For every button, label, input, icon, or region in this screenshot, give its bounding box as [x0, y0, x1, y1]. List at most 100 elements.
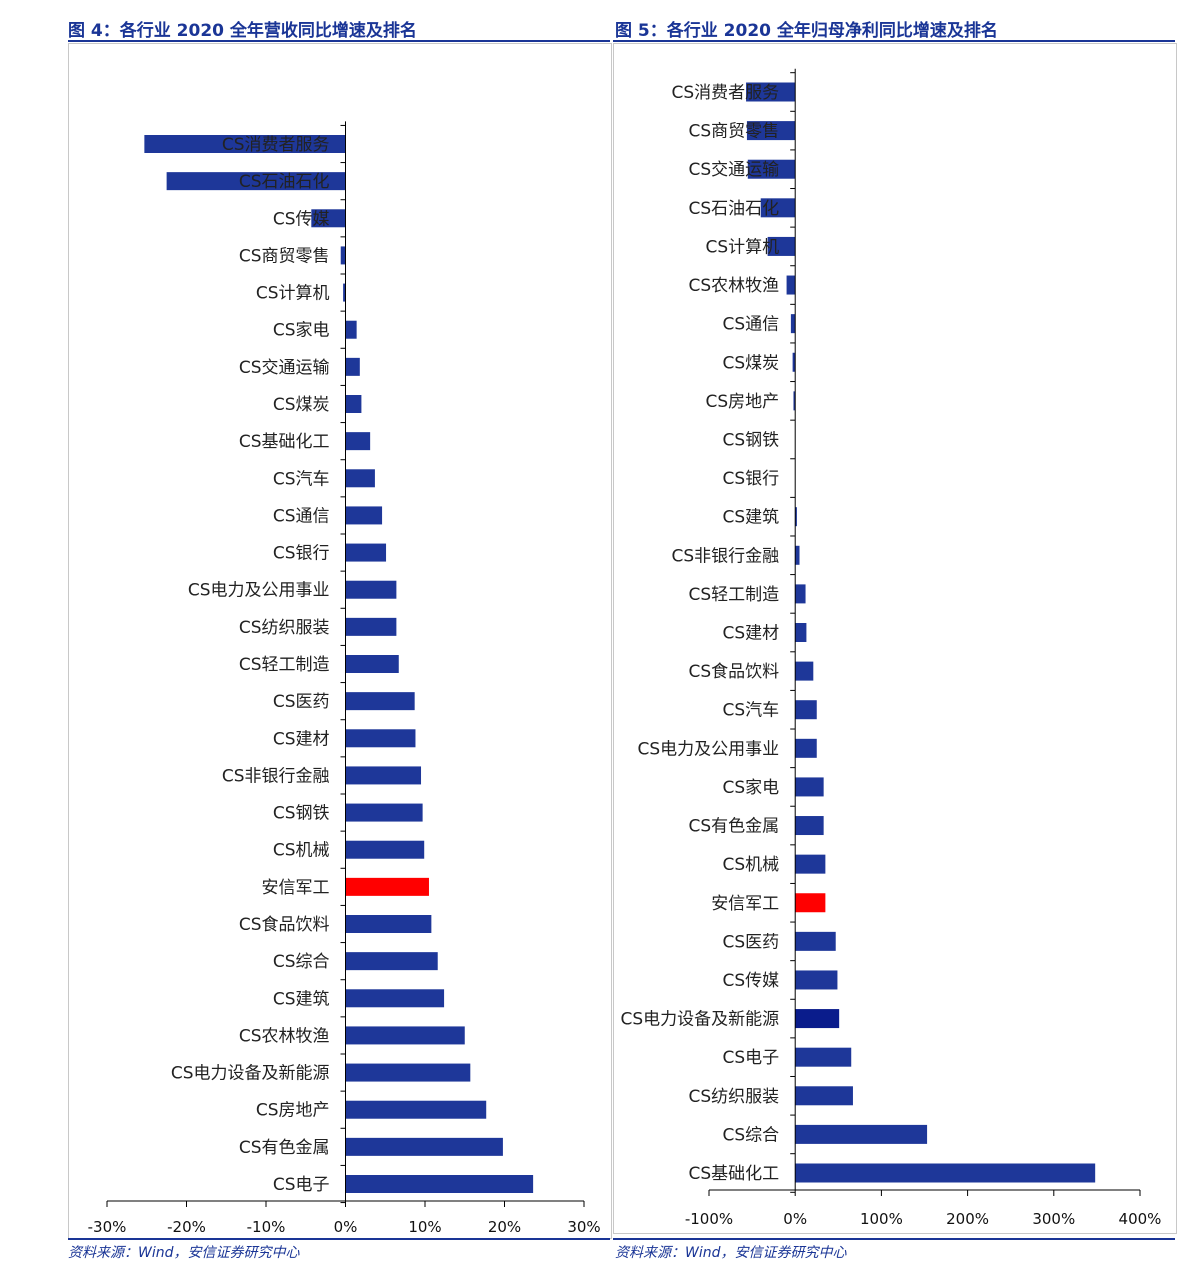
bar [166, 172, 346, 191]
category-label: CS通信 [723, 315, 780, 335]
category-label: CS电子 [723, 1048, 780, 1068]
bar [795, 816, 824, 836]
bar [795, 584, 806, 604]
bar [345, 580, 397, 599]
bar [795, 931, 836, 951]
bar [345, 543, 387, 562]
bottom-divider [68, 1238, 610, 1240]
category-label: CS电力及公用事业 [638, 739, 780, 759]
category-label: CS钢铁 [723, 430, 780, 450]
bar [795, 661, 814, 681]
category-label: CS消费者服务 [222, 135, 330, 155]
category-label: CS计算机 [256, 284, 330, 304]
bar [345, 506, 383, 525]
bar [795, 700, 817, 720]
category-label: CS煤炭 [273, 395, 330, 415]
figure-title: 图 4：各行业 2020 全年营收同比增速及排名 [68, 21, 417, 41]
bar [746, 121, 796, 141]
category-label: CS农林牧渔 [239, 1026, 330, 1046]
figure-title: 图 5：各行业 2020 全年归母净利同比增速及排名 [615, 21, 998, 41]
bar [345, 803, 423, 822]
bar [792, 352, 796, 372]
category-label: CS商贸零售 [239, 246, 330, 266]
chart-area: CS消费者服务 CS石油石化 CS传媒 CS商贸零售 CS计算机 CS家电 CS交通运输 CS… [68, 43, 612, 1239]
value-tick-label: -10% [247, 1218, 286, 1236]
bar [795, 1009, 840, 1029]
category-label: CS医药 [723, 932, 780, 952]
category-label: CS计算机 [706, 237, 780, 257]
profit-growth-chart: CS消费者服务 CS商贸零售 CS交通运输 CS石油石化 CS计算机 CS农林牧渔 CS通信… [621, 68, 1161, 1228]
bar [345, 655, 399, 673]
value-tick-label: 10% [408, 1218, 441, 1236]
category-label: CS有色金属 [689, 817, 780, 837]
bar [795, 1163, 1096, 1183]
value-tick-label: 300% [1032, 1210, 1075, 1228]
bar [795, 777, 824, 797]
bar [345, 989, 445, 1008]
source-note: 资料来源：Wind，安信证券研究中心 [68, 1245, 300, 1261]
category-label: CS纺织服装 [239, 618, 330, 638]
category-label: CS医药 [273, 692, 330, 712]
category-label: CS建材 [723, 624, 780, 644]
category-label: CS综合 [273, 952, 330, 972]
value-tick-label: 20% [488, 1218, 521, 1236]
category-label: CS基础化工 [239, 432, 330, 452]
category-label: 安信军工 [711, 894, 779, 914]
category-label: CS轻工制造 [239, 655, 330, 675]
bar [795, 970, 838, 990]
bar [345, 357, 360, 376]
category-label: CS银行 [273, 544, 330, 564]
title-divider [68, 40, 610, 42]
bar [795, 893, 826, 913]
category-label: CS通信 [273, 506, 330, 526]
category-label: CS汽车 [273, 469, 330, 489]
bar [747, 159, 796, 179]
category-label: CS煤炭 [723, 353, 780, 373]
category-label: CS电力设备及新能源 [171, 1064, 330, 1084]
value-tick-label: 0% [783, 1210, 807, 1228]
category-label: CS机械 [273, 841, 330, 861]
bar [345, 469, 375, 488]
category-label: CS基础化工 [689, 1164, 780, 1184]
category-label: CS电力及公用事业 [188, 581, 330, 601]
category-label: 安信军工 [262, 878, 330, 898]
value-tick-label: 100% [860, 1210, 903, 1228]
category-label: CS房地产 [706, 392, 780, 412]
bar [795, 623, 807, 642]
bar [343, 283, 346, 302]
bar [795, 854, 826, 874]
category-label: CS综合 [723, 1125, 780, 1145]
bar [345, 1100, 487, 1119]
bar [795, 545, 800, 565]
bar [345, 320, 357, 339]
bar [345, 840, 425, 859]
category-label: CS建筑 [723, 508, 780, 528]
value-tick-label: 30% [567, 1218, 600, 1236]
category-label: CS建筑 [273, 989, 330, 1009]
category-label: CS传媒 [723, 971, 780, 991]
bar [345, 395, 362, 413]
bar [345, 766, 422, 785]
value-tick-label: -30% [88, 1218, 127, 1236]
value-tick-label: 200% [946, 1210, 989, 1228]
category-label: CS交通运输 [689, 160, 780, 180]
bar [345, 432, 371, 451]
value-tick-label: 0% [334, 1218, 358, 1236]
bar [790, 314, 796, 334]
bar [795, 1047, 852, 1067]
bar [786, 275, 796, 295]
category-label: CS纺织服装 [689, 1087, 780, 1107]
category-label: CS有色金属 [239, 1138, 330, 1158]
bar [795, 738, 817, 758]
category-label: CS建材 [273, 729, 330, 749]
category-label: CS非银行金融 [672, 546, 780, 566]
category-label: CS汽车 [723, 701, 780, 721]
bar [345, 1026, 465, 1045]
bar [760, 198, 796, 218]
category-label: CS电力设备及新能源 [621, 1010, 780, 1030]
revenue-growth-chart: CS消费者服务 CS石油石化 CS传媒 CS商贸零售 CS计算机 CS家电 CS交通运输 CS… [88, 121, 601, 1236]
bar [340, 246, 346, 265]
category-label: CS机械 [723, 855, 780, 875]
bar [345, 877, 429, 896]
bar [144, 135, 346, 153]
